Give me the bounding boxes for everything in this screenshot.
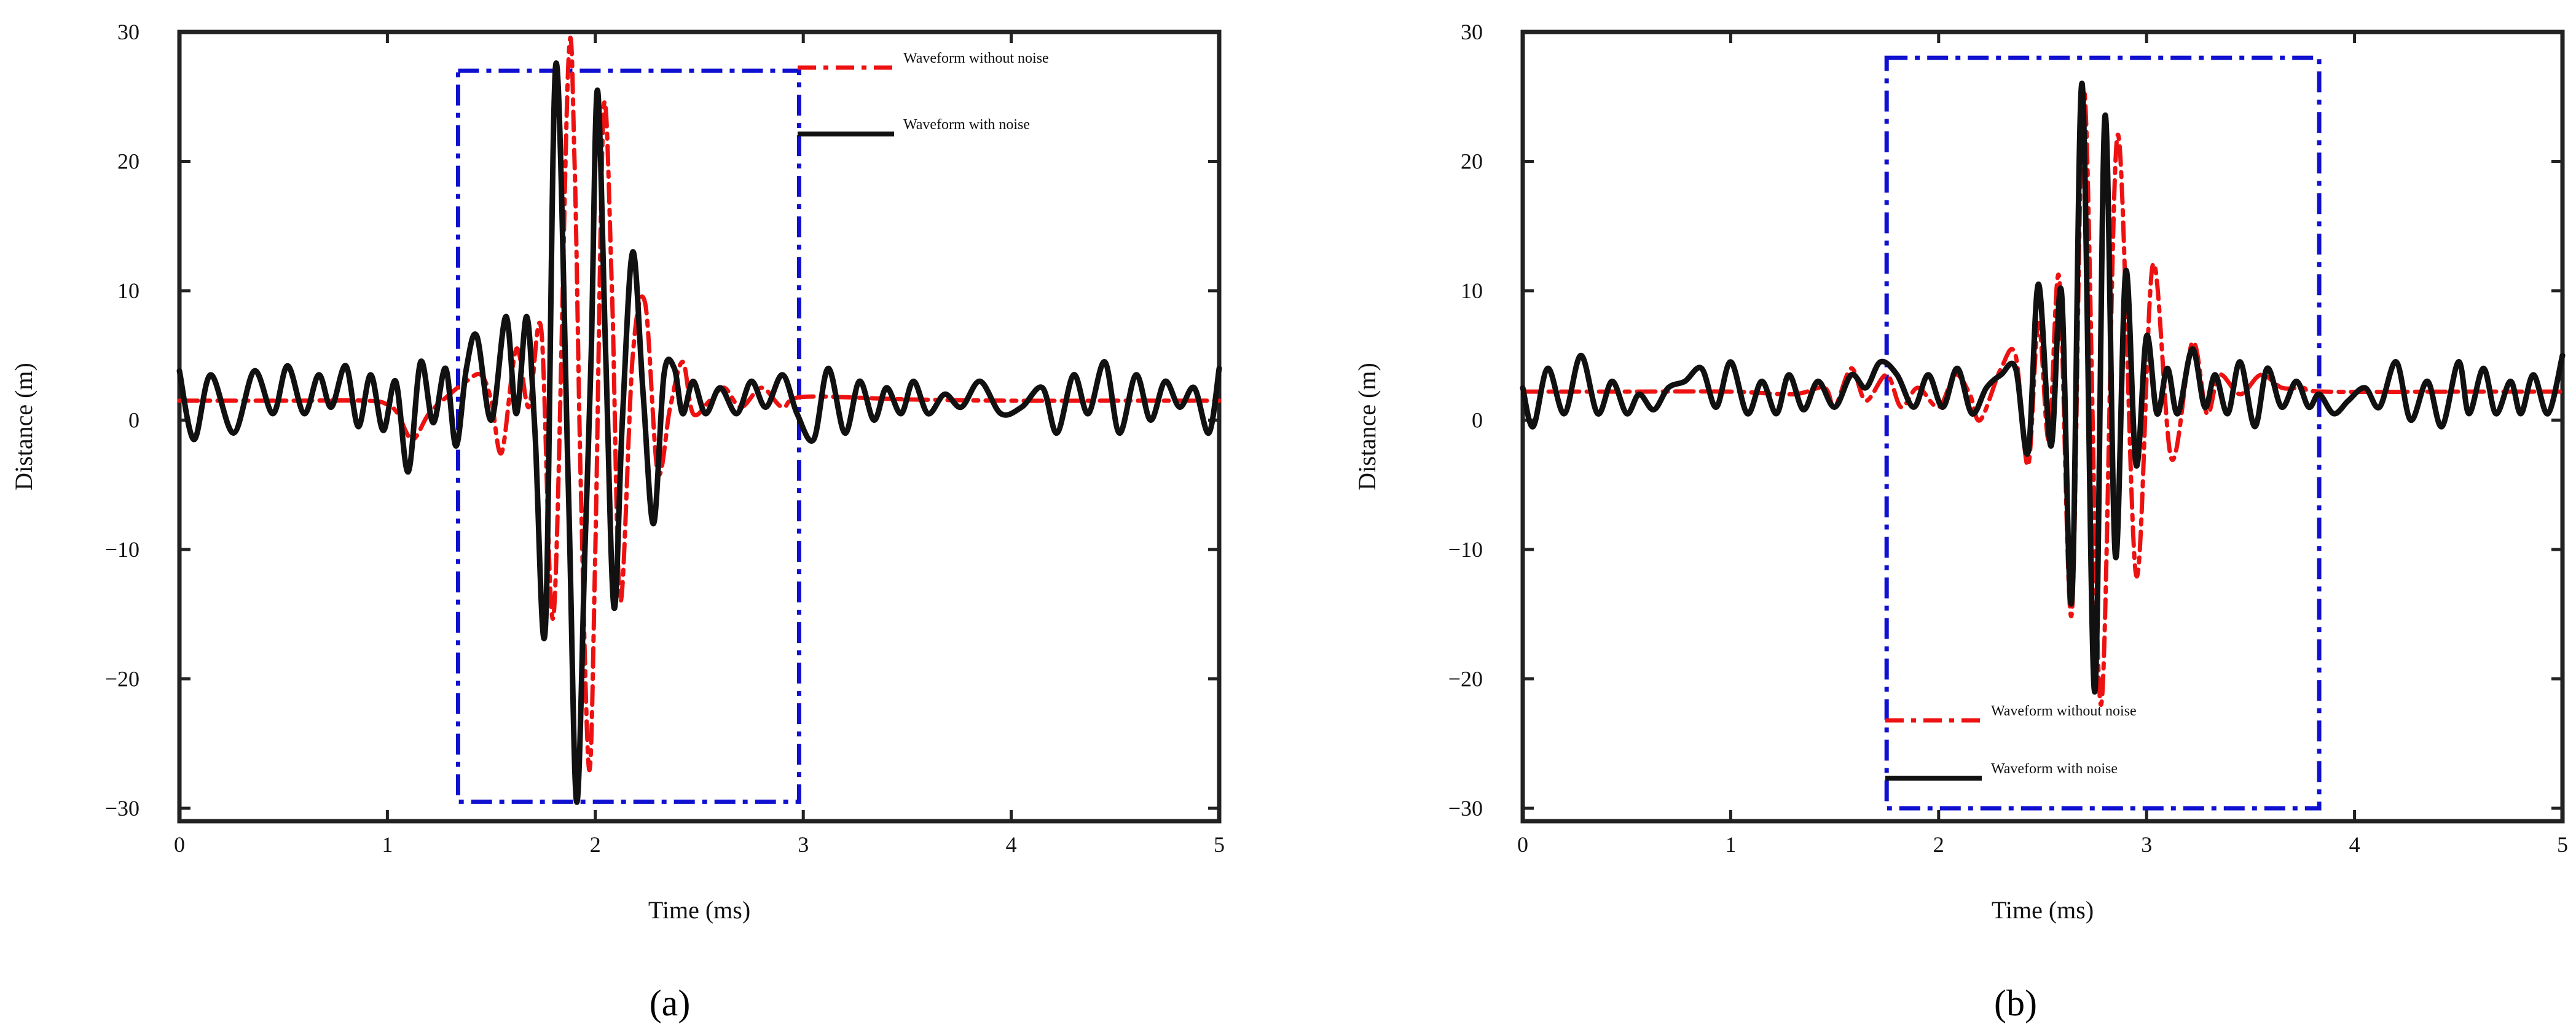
x-axis-title: Time (ms) <box>1992 896 2094 924</box>
x-tick-label: 0 <box>1517 832 1528 857</box>
y-tick-label: 20 <box>1461 149 1483 173</box>
x-tick-label: 5 <box>1214 832 1225 857</box>
legend-label-with-noise: Waveform with noise <box>1991 761 2118 777</box>
series-line-with-noise <box>176 60 1222 805</box>
highlight-box <box>1884 55 2322 811</box>
y-tick-label: 10 <box>1461 278 1483 303</box>
y-tick-label: 30 <box>117 20 139 44</box>
y-tick-label: 0 <box>128 408 139 432</box>
x-tick-label: 1 <box>382 832 393 857</box>
axes-frame <box>1520 30 2565 824</box>
y-tick-label: −10 <box>105 537 139 562</box>
legend-label-with-noise: Waveform with noise <box>903 117 1030 133</box>
x-tick-label: 2 <box>1933 832 1944 857</box>
y-tick-label: −20 <box>105 666 139 691</box>
y-tick-label: −10 <box>1448 537 1483 562</box>
legend-label-without-noise: Waveform without noise <box>1991 703 2137 719</box>
y-tick-label: 30 <box>1461 20 1483 44</box>
highlight-box <box>455 68 801 804</box>
y-tick-label: −20 <box>1448 666 1483 691</box>
x-tick-label: 1 <box>1725 832 1736 857</box>
x-tick-label: 3 <box>2141 832 2152 857</box>
y-tick-label: 20 <box>117 149 139 173</box>
x-tick-label: 4 <box>1006 832 1017 857</box>
y-axis-title: Distance (m) <box>10 363 37 490</box>
x-tick-label: 0 <box>174 832 185 857</box>
x-tick-label: 3 <box>798 832 809 857</box>
panel-label: (a) <box>650 983 691 1023</box>
x-tick-label: 5 <box>2557 832 2568 857</box>
axes-frame <box>177 30 1222 824</box>
y-tick-label: 0 <box>1472 408 1483 432</box>
x-tick-label: 4 <box>2349 832 2360 857</box>
y-tick-label: −30 <box>105 796 139 821</box>
y-axis-title: Distance (m) <box>1353 363 1381 490</box>
y-tick-label: 10 <box>117 278 139 303</box>
y-tick-label: −30 <box>1448 796 1483 821</box>
x-tick-label: 2 <box>590 832 601 857</box>
x-axis-title: Time (ms) <box>648 896 750 924</box>
series-line-with-noise <box>1520 81 2566 695</box>
panel-label: (b) <box>1994 983 2037 1023</box>
panel-b: −30 −20 −10 0 10 20 30 0 1 2 3 4 5 Time (ms) Distance … <box>1353 20 2568 1023</box>
panel-a: −30 −20 −10 0 10 20 30 0 1 2 3 4 5 Time (ms) Distance … <box>10 20 1225 1023</box>
legend-label-without-noise: Waveform without noise <box>903 50 1049 66</box>
